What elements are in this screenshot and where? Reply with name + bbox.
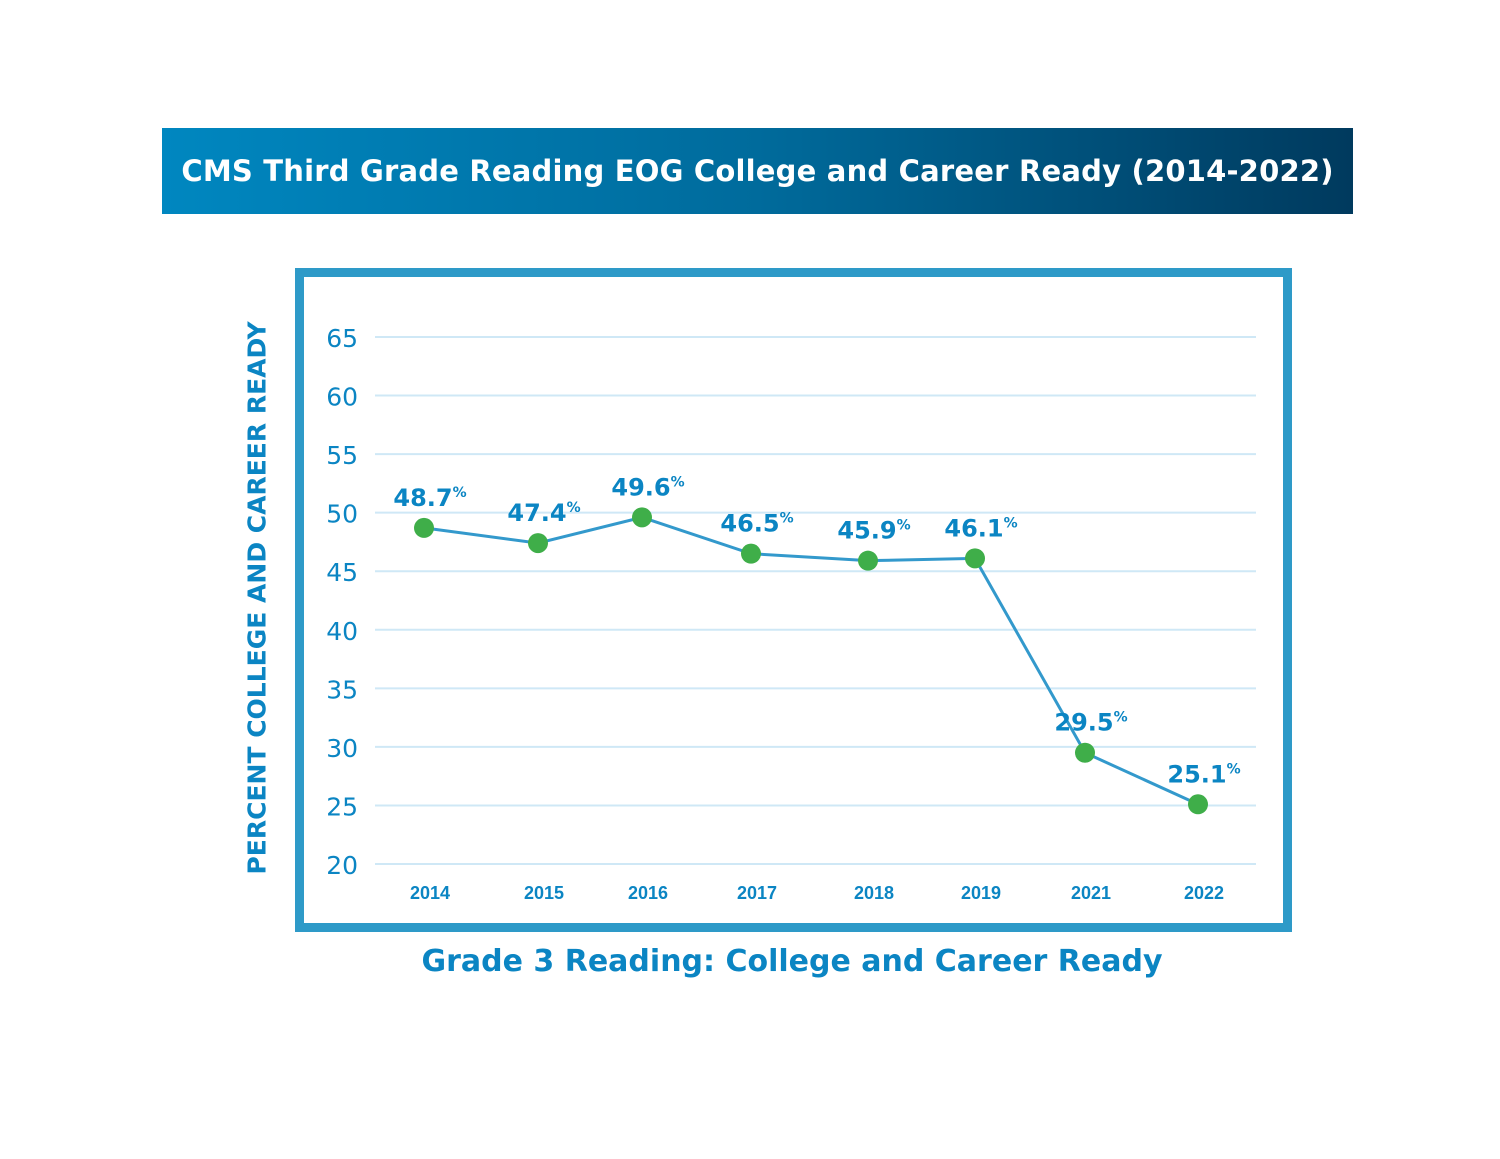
data-label: 25.1%: [1167, 760, 1240, 788]
x-tick-label: 2021: [1071, 883, 1111, 903]
x-tick-label: 2018: [854, 883, 894, 903]
series-line: [423, 515, 1199, 806]
x-tick-label: 2015: [524, 883, 564, 903]
x-tick-label: 2022: [1184, 883, 1224, 903]
y-tick-label: 35: [326, 675, 358, 704]
data-point: [414, 517, 434, 538]
data-label: 46.5%: [720, 510, 793, 538]
y-tick-label: 55: [326, 441, 358, 470]
y-tick-label: 20: [326, 851, 358, 880]
y-tick-label: 50: [326, 500, 358, 529]
percent-suffix: %: [671, 474, 685, 490]
chart-frame: [295, 268, 1292, 932]
x-tick-label: 2014: [410, 883, 450, 903]
percent-suffix: %: [897, 518, 911, 534]
data-point: [528, 533, 548, 554]
x-tick-label: 2017: [737, 883, 777, 903]
data-point: [858, 550, 878, 571]
x-tick-label: 2016: [628, 883, 668, 903]
data-point: [741, 543, 761, 564]
percent-suffix: %: [780, 511, 794, 527]
percent-suffix: %: [453, 485, 467, 501]
percent-suffix: %: [567, 500, 581, 516]
y-tick-label: 30: [326, 734, 358, 763]
x-axis-title: Grade 3 Reading: College and Career Read…: [421, 944, 1163, 979]
title-banner: CMS Third Grade Reading EOG College and …: [162, 128, 1353, 214]
y-tick-label: 60: [326, 383, 358, 412]
y-tick-label: 25: [326, 792, 358, 821]
data-point: [632, 507, 652, 528]
data-label: 48.7%: [393, 484, 466, 512]
chart-title: CMS Third Grade Reading EOG College and …: [181, 154, 1334, 188]
data-label: 29.5%: [1054, 709, 1127, 737]
percent-suffix: %: [1227, 761, 1241, 777]
data-label: 46.1%: [944, 514, 1017, 542]
x-tick-label: 2019: [961, 883, 1001, 903]
percent-suffix: %: [1114, 710, 1128, 726]
data-point: [1188, 794, 1208, 815]
data-point: [965, 548, 985, 569]
y-tick-label: 45: [326, 558, 358, 587]
data-point: [1075, 742, 1095, 763]
y-tick-label: 40: [326, 617, 358, 646]
data-label: 47.4%: [507, 499, 580, 527]
data-label: 49.6%: [611, 473, 684, 501]
percent-suffix: %: [1004, 515, 1018, 531]
y-tick-label: 65: [326, 324, 358, 353]
data-label: 45.9%: [837, 517, 910, 545]
